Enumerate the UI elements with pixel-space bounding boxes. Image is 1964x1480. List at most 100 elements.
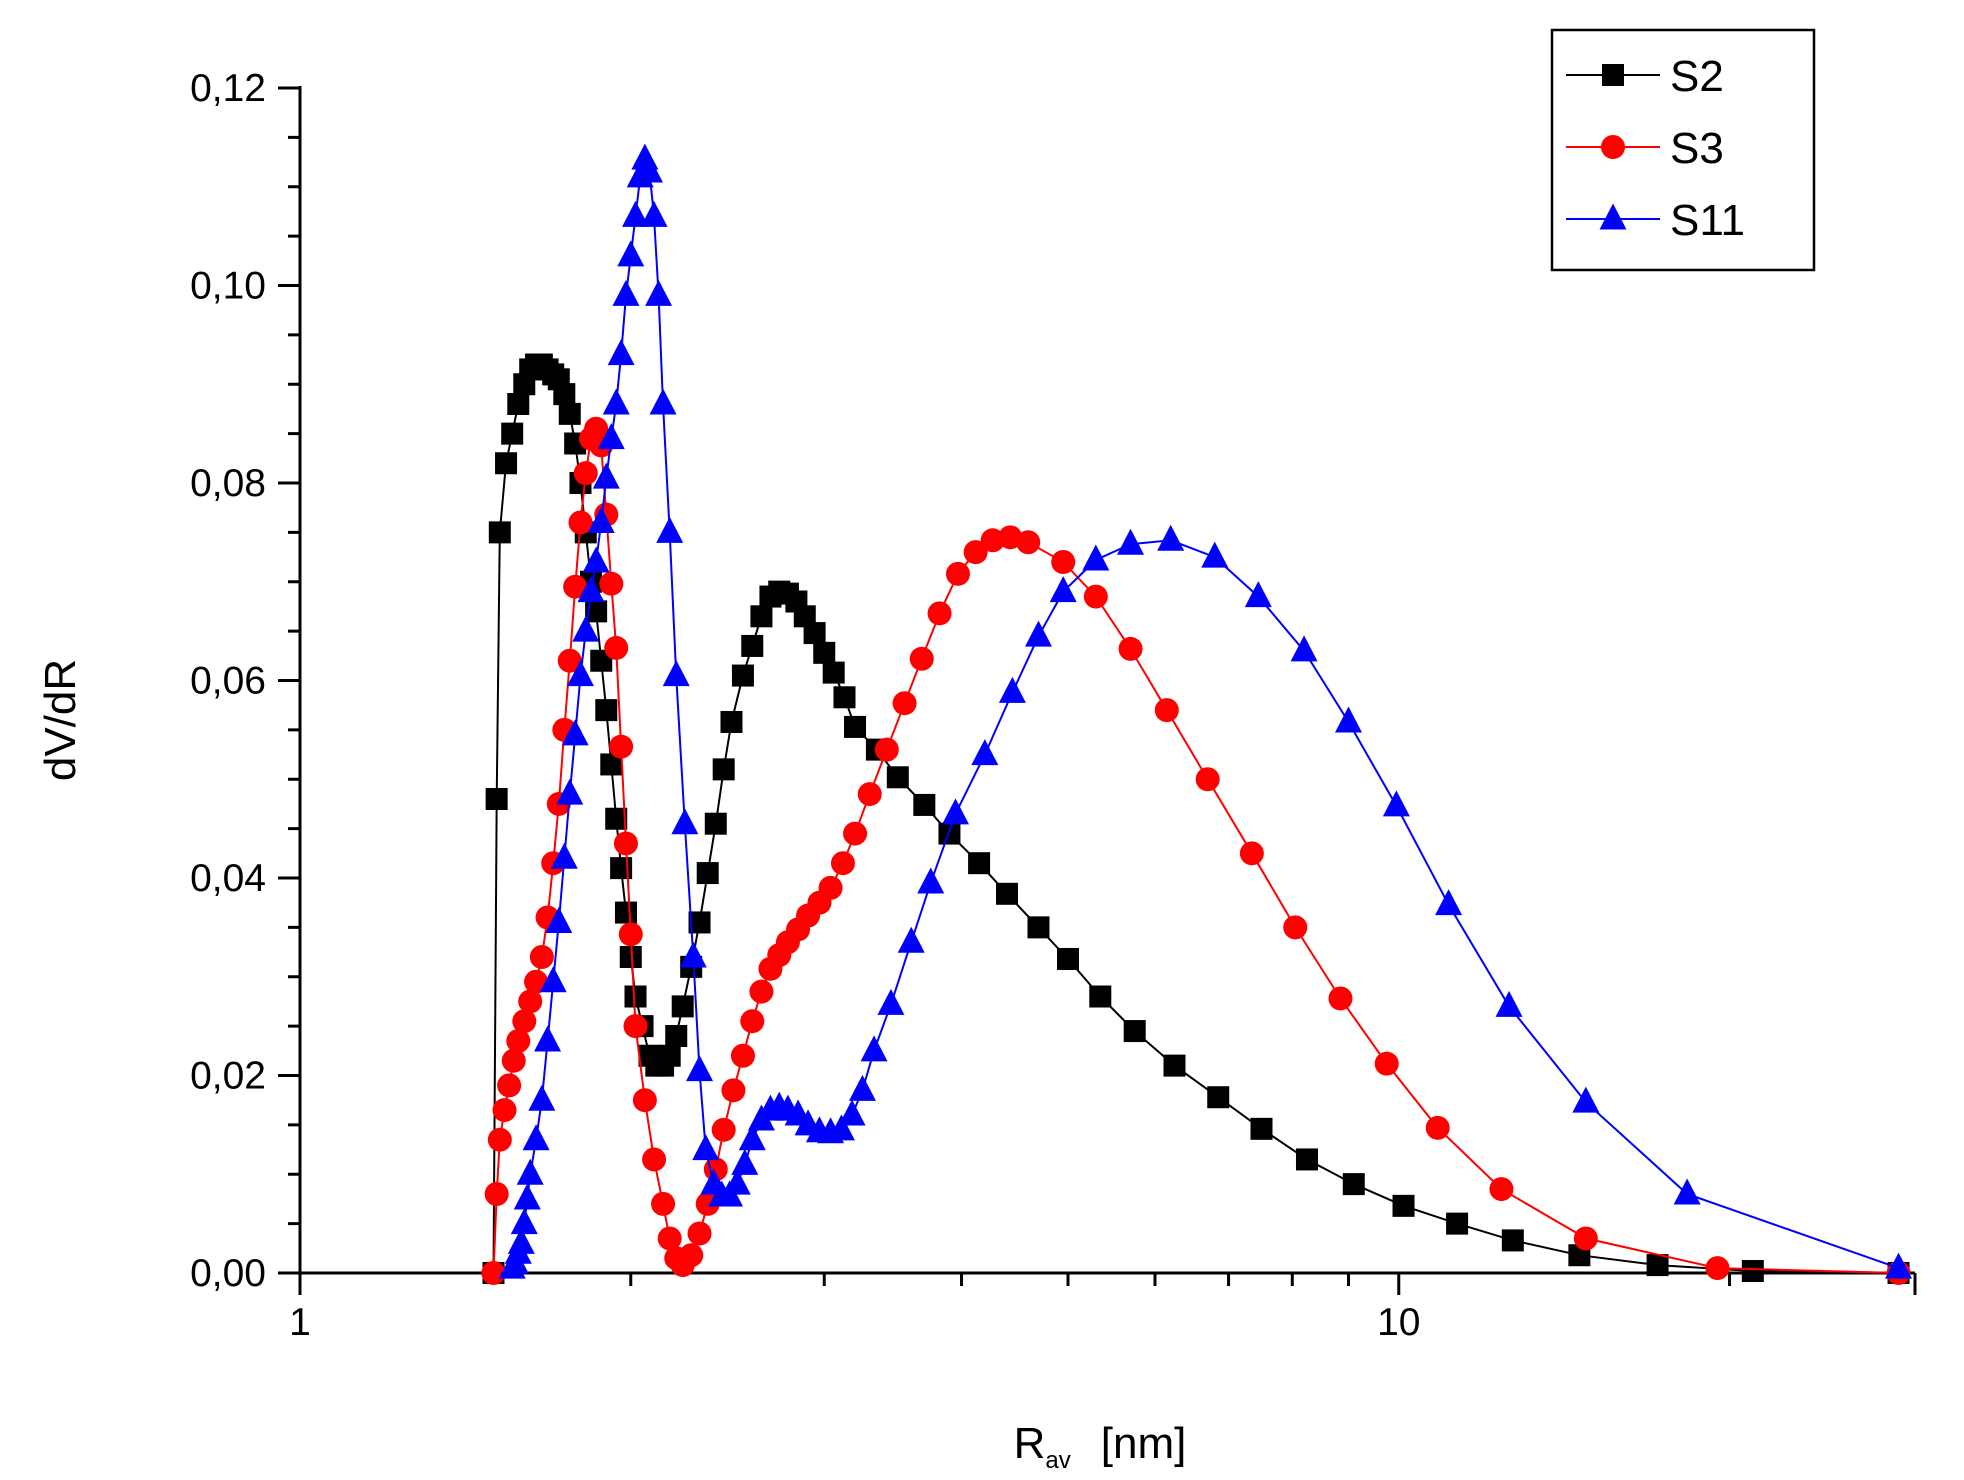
- data-point-s3: [730, 1043, 755, 1068]
- data-point-s11: [1334, 706, 1362, 733]
- data-point-s2: [495, 452, 518, 475]
- data-point-s3: [604, 635, 629, 660]
- data-point-s3: [687, 1221, 712, 1246]
- legend-label-s3: S3: [1670, 124, 1724, 173]
- data-point-s11: [1244, 581, 1272, 608]
- data-point-s2: [1295, 1148, 1318, 1171]
- data-point-s11: [510, 1208, 538, 1235]
- data-point-s3: [1083, 584, 1108, 609]
- data-point-s3: [642, 1147, 667, 1172]
- y-tick-label: 0,06: [190, 660, 266, 703]
- data-point-s11: [692, 1134, 720, 1161]
- data-point-s3: [963, 540, 988, 565]
- series-s2: [482, 353, 1910, 1284]
- legend-marker-s3: [1601, 135, 1625, 159]
- data-point-s2: [1646, 1254, 1669, 1277]
- data-point-s11: [723, 1168, 751, 1195]
- data-point-s3: [563, 574, 588, 599]
- data-point-s3: [721, 1078, 746, 1103]
- data-point-s11: [507, 1227, 535, 1254]
- axes: [278, 86, 1917, 1295]
- data-point-s3: [568, 510, 593, 535]
- data-point-s3: [481, 1261, 506, 1285]
- data-point-s11: [561, 719, 589, 746]
- data-point-s2: [688, 911, 711, 934]
- data-point-s11: [1157, 524, 1185, 551]
- data-point-s2: [558, 402, 581, 425]
- data-point-s3: [557, 648, 582, 673]
- data-point-s11: [656, 516, 684, 543]
- data-point-s11: [1673, 1178, 1701, 1205]
- legend-label-s11: S11: [1670, 196, 1745, 245]
- data-point-s2: [833, 686, 856, 709]
- legend: S2 S3 S11: [1550, 28, 1816, 272]
- data-point-s3: [1573, 1226, 1598, 1251]
- legend-label-s2: S2: [1670, 52, 1724, 101]
- data-point-s11: [645, 279, 673, 306]
- data-point-s11: [602, 388, 630, 415]
- data-point-s3: [484, 1182, 509, 1206]
- data-point-s2: [793, 605, 816, 628]
- data-point-s2: [1501, 1229, 1524, 1252]
- data-point-s3: [1051, 550, 1076, 574]
- data-point-s2: [605, 807, 628, 830]
- data-point-s2: [704, 812, 727, 835]
- x-tick-label: 10: [1377, 1301, 1420, 1344]
- data-point-s3: [1239, 841, 1264, 866]
- data-point-s3: [506, 1028, 531, 1053]
- data-point-s11: [617, 240, 645, 267]
- data-point-s11: [971, 739, 999, 766]
- data-point-s2: [813, 641, 836, 664]
- data-point-s11: [528, 1084, 556, 1111]
- data-point-s3: [623, 1014, 648, 1039]
- plot-area: [481, 143, 1913, 1285]
- data-point-s11: [731, 1148, 759, 1175]
- data-point-s3: [501, 1048, 526, 1073]
- data-point-s2: [712, 758, 735, 781]
- data-point-s3: [909, 646, 934, 671]
- data-point-s2: [1057, 947, 1080, 970]
- data-point-s11: [1117, 528, 1145, 555]
- data-point-s3: [749, 979, 774, 1004]
- data-point-s2: [996, 882, 1019, 905]
- data-point-s3: [609, 734, 634, 759]
- data-point-s2: [1446, 1212, 1469, 1235]
- data-point-s11: [1435, 889, 1463, 916]
- data-point-s3: [830, 851, 855, 876]
- data-point-s3: [651, 1191, 676, 1216]
- data-point-s11: [522, 1124, 550, 1151]
- data-point-s2: [750, 605, 773, 628]
- data-point-s3: [657, 1226, 682, 1251]
- legend-marker-s11: [1599, 203, 1627, 230]
- data-point-s2: [741, 634, 764, 657]
- data-point-s3: [599, 571, 624, 596]
- data-point-s2: [1089, 985, 1112, 1008]
- data-point-s3: [512, 1009, 537, 1034]
- data-point-s2: [610, 857, 633, 880]
- data-point-s11: [649, 388, 677, 415]
- data-point-s11: [848, 1074, 876, 1101]
- data-point-s11: [612, 279, 640, 306]
- data-point-s3: [529, 945, 554, 969]
- data-point-s2: [553, 383, 576, 406]
- data-point-s11: [686, 1055, 714, 1082]
- data-point-s11: [622, 200, 650, 227]
- legend-box: [1550, 28, 1816, 272]
- data-point-s11: [942, 798, 970, 825]
- data-point-s2: [720, 710, 743, 733]
- data-point-s3: [518, 989, 543, 1014]
- y-axis-title: dV/dR: [36, 659, 85, 781]
- data-point-s11: [671, 808, 699, 835]
- x-axis-title: Rav [nm]: [1014, 1419, 1187, 1474]
- data-point-s11: [838, 1099, 866, 1126]
- data-point-s11: [998, 676, 1026, 703]
- data-point-s2: [844, 715, 867, 738]
- data-point-s3: [497, 1073, 522, 1098]
- data-point-s11: [607, 339, 635, 366]
- data-point-s11: [1572, 1086, 1600, 1113]
- data-point-s2: [968, 852, 991, 875]
- legend-entry-s2: S2: [1566, 52, 1724, 101]
- data-point-s2: [671, 995, 694, 1018]
- data-point-s3: [618, 922, 643, 947]
- data-point-s2: [619, 946, 642, 968]
